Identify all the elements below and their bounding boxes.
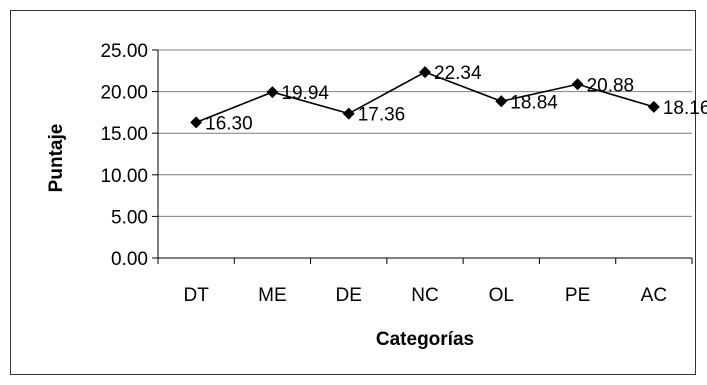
data-labels: 16.30 19.94 17.36 22.34 18.84 20.88 18.16: [205, 63, 707, 134]
data-label: 20.88: [587, 75, 635, 96]
x-tick-label: DE: [336, 285, 362, 306]
series: [190, 66, 660, 129]
data-point-marker: [571, 78, 584, 91]
x-tick-label: OL: [489, 285, 514, 306]
data-label: 22.34: [434, 63, 482, 84]
y-tick-label: 0.00: [111, 249, 148, 270]
chart-frame: [10, 10, 696, 375]
gridlines: [158, 49, 692, 217]
y-axis-title: Puntaje: [46, 124, 67, 193]
series-line: [195, 71, 655, 124]
data-label: 18.16: [663, 98, 707, 119]
x-tick-label: NC: [411, 285, 438, 306]
data-label: 19.94: [281, 83, 329, 104]
y-tick-label: 15.00: [100, 124, 148, 145]
x-tick-label: ME: [258, 285, 287, 306]
x-tick-label: DT: [183, 285, 209, 306]
data-label: 16.30: [205, 113, 253, 134]
y-tick-label: 25.00: [100, 41, 148, 62]
data-point-marker: [647, 100, 660, 113]
x-axis-title: Categorías: [376, 329, 474, 350]
y-tick-label: 5.00: [111, 207, 148, 228]
x-tick-label: AC: [641, 285, 667, 306]
x-tick-label: PE: [565, 285, 590, 306]
data-point-marker: [190, 116, 203, 129]
data-point-marker: [342, 107, 355, 120]
y-tick-labels: 0.00 5.00 10.00 15.00 20.00 25.00: [100, 41, 148, 270]
data-label: 18.84: [510, 92, 558, 113]
y-tick-label: 10.00: [100, 166, 148, 187]
data-point-marker: [266, 86, 279, 99]
x-tick-labels: DT ME DE NC OL PE AC: [183, 285, 667, 306]
data-label: 17.36: [358, 105, 406, 126]
y-tick-label: 20.00: [100, 83, 148, 104]
data-point-marker: [495, 95, 508, 108]
data-point-marker: [419, 66, 431, 79]
axes: [152, 49, 693, 264]
